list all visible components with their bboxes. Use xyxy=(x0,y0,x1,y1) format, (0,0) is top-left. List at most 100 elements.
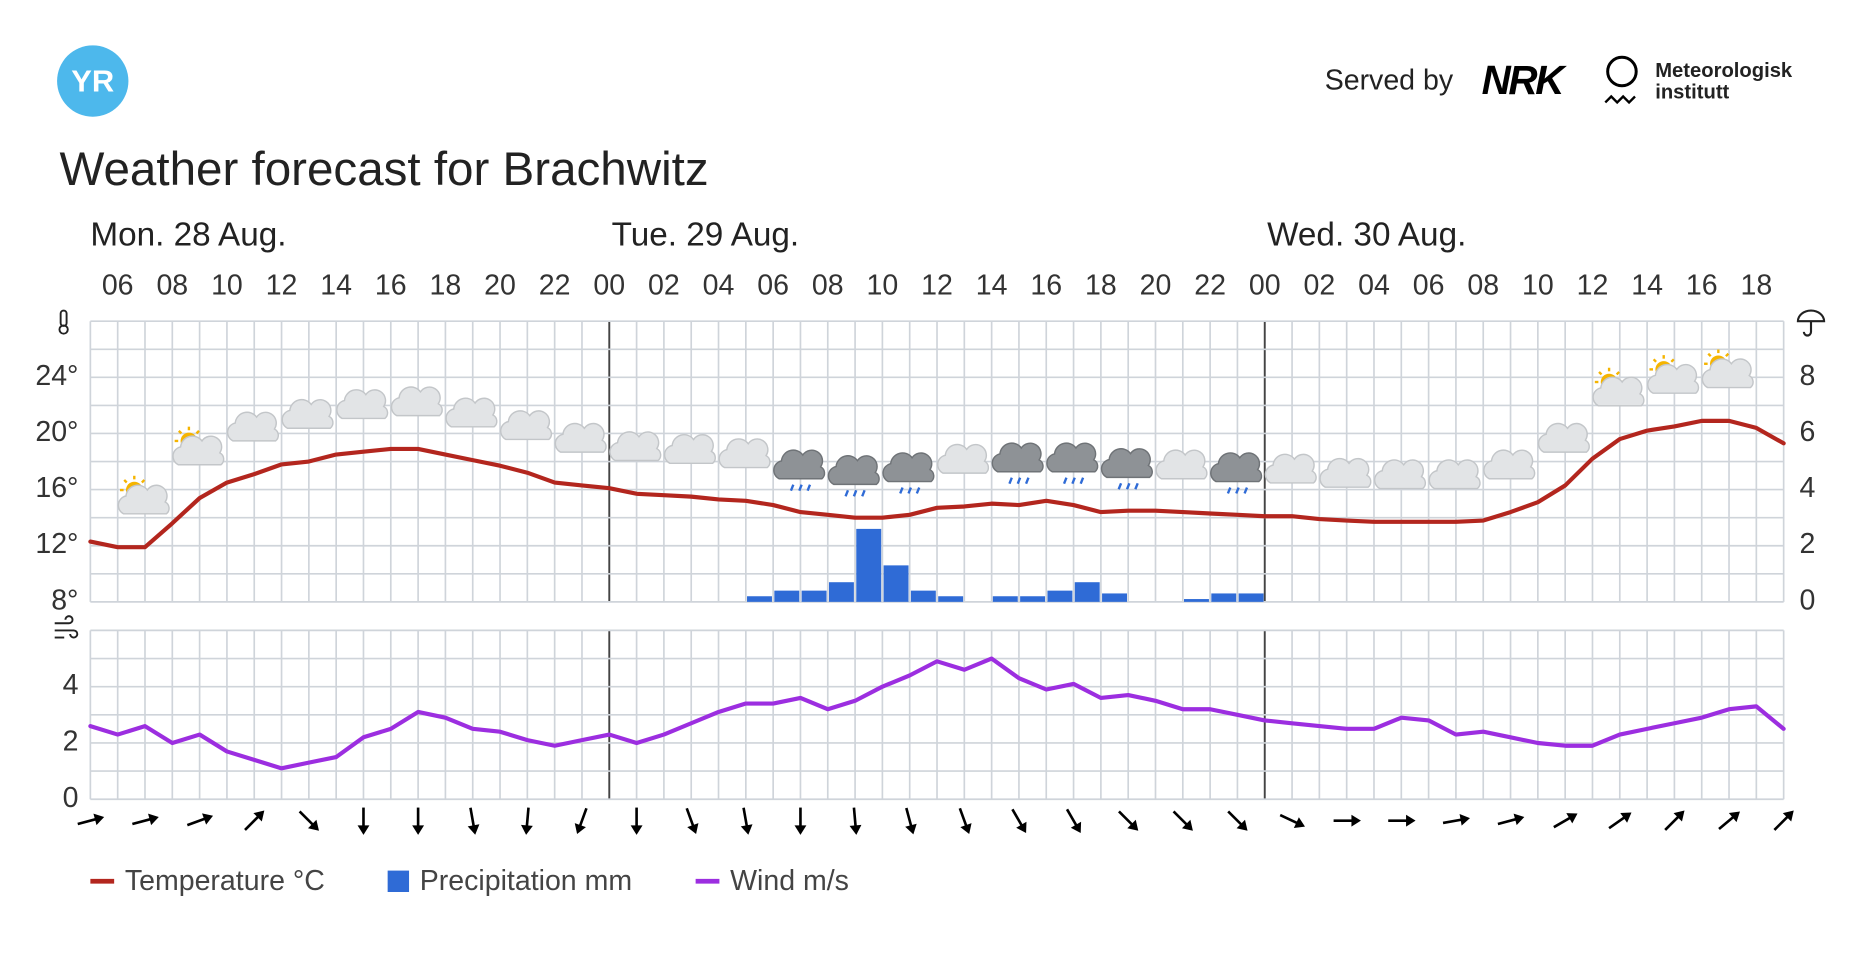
arrow-head xyxy=(1406,814,1416,827)
rain-drop xyxy=(844,489,850,497)
x-tick-label: 14 xyxy=(320,269,352,301)
cloud xyxy=(554,422,607,453)
wind-arrow xyxy=(357,807,370,835)
wind-arrow xyxy=(1497,813,1525,826)
wind-arrow xyxy=(1333,814,1361,827)
wind-arrow xyxy=(630,807,643,835)
wind-arrow xyxy=(77,813,105,826)
weather-symbol xyxy=(1428,459,1481,490)
arrow-head xyxy=(308,819,319,831)
x-tick-label: 14 xyxy=(976,269,1008,301)
x-tick-label: 10 xyxy=(867,269,899,301)
cloud xyxy=(609,431,662,462)
logo: YR xyxy=(71,64,114,99)
arrow-head xyxy=(1620,812,1632,823)
rain-drop xyxy=(915,487,921,494)
x-tick-label: 18 xyxy=(430,269,462,301)
wind-arrow xyxy=(1773,810,1794,831)
arrow-head xyxy=(412,825,425,835)
weather-symbol xyxy=(991,442,1044,485)
rain-drop xyxy=(907,487,912,494)
precipitation-bar xyxy=(828,582,854,602)
cloud xyxy=(1210,452,1263,483)
x-tick-label: 18 xyxy=(1085,269,1117,301)
y2-tick-label: 6 xyxy=(1800,416,1816,448)
thermometer-icon xyxy=(58,309,69,335)
arrow-head xyxy=(849,824,862,835)
x-tick-label: 02 xyxy=(648,269,680,301)
wind-arrow xyxy=(244,810,265,831)
cloud xyxy=(718,438,771,469)
weather-symbol xyxy=(609,431,662,462)
wind-arrow xyxy=(685,807,699,835)
cloud xyxy=(390,386,443,417)
weather-symbol xyxy=(1647,355,1700,394)
wind-arrow xyxy=(740,807,753,835)
wind-arrow xyxy=(521,807,533,835)
legend-swatch xyxy=(387,870,410,892)
arrow-head xyxy=(1673,810,1685,822)
y2-tick-label: 4 xyxy=(1800,472,1816,504)
rain-drop xyxy=(899,487,904,494)
rain-drop xyxy=(1235,487,1240,494)
arrow-head xyxy=(1016,821,1027,834)
precipitation-bar xyxy=(1184,599,1209,602)
wind-arrow xyxy=(1227,810,1248,831)
weather-symbol xyxy=(281,398,334,429)
cloud xyxy=(1428,459,1481,490)
weather-symbol xyxy=(554,422,607,453)
legend-label: Precipitation mm xyxy=(420,865,632,897)
precipitation-bar xyxy=(910,590,936,602)
rain-drop xyxy=(806,484,812,492)
x-tick-label: 12 xyxy=(266,269,298,301)
cloud xyxy=(226,411,280,442)
wind-arrow xyxy=(849,807,862,835)
sun-ray xyxy=(123,479,128,484)
sun-ray xyxy=(1652,358,1657,363)
wind-icon xyxy=(54,615,79,639)
precipitation-bar xyxy=(883,565,909,602)
arrow-head xyxy=(1127,819,1139,831)
weather-symbol xyxy=(500,410,553,441)
weather-symbol xyxy=(1373,459,1427,490)
sun-ray xyxy=(195,430,200,435)
y3-tick-label: 0 xyxy=(63,782,79,814)
weather-symbol xyxy=(937,443,990,474)
weather-symbol xyxy=(445,397,498,428)
arrow-head xyxy=(1513,813,1525,826)
rain-drop xyxy=(852,489,858,497)
precipitation-bar xyxy=(938,596,964,602)
wind-arrow xyxy=(412,807,425,835)
cloud xyxy=(1537,422,1590,453)
umbrella-icon xyxy=(1796,309,1826,337)
x-tick-label: 12 xyxy=(1577,269,1609,301)
rain-drop xyxy=(1226,487,1232,494)
x-tick-label: 20 xyxy=(484,269,516,301)
weather-symbol xyxy=(1319,457,1372,488)
cloud xyxy=(1701,358,1754,389)
rain-drop xyxy=(789,484,795,492)
y-tick-label: 8° xyxy=(51,584,78,616)
weather-symbol xyxy=(336,389,389,420)
x-tick-label: 04 xyxy=(1358,269,1390,301)
y3-tick-label: 4 xyxy=(63,669,79,701)
precipitation-bar xyxy=(747,596,772,602)
y-tick-label: 16° xyxy=(35,472,78,504)
arrow-head xyxy=(1566,813,1578,824)
arrow-head xyxy=(960,823,972,835)
precipitation-bar xyxy=(1074,582,1100,602)
y3-tick-label: 2 xyxy=(63,725,79,757)
x-tick-label: 16 xyxy=(1686,269,1718,301)
y-tick-label: 12° xyxy=(35,528,78,560)
arrow-head xyxy=(905,823,917,835)
cloud xyxy=(991,442,1044,473)
precipitation-bar xyxy=(1047,590,1073,602)
arrow-head xyxy=(1181,819,1193,831)
wind-arrow xyxy=(958,807,972,835)
arrow-head xyxy=(687,823,699,835)
x-tick-label: 04 xyxy=(703,269,735,301)
weather-symbol xyxy=(226,411,280,442)
rain-drop xyxy=(798,484,803,492)
cloud xyxy=(1319,457,1372,488)
